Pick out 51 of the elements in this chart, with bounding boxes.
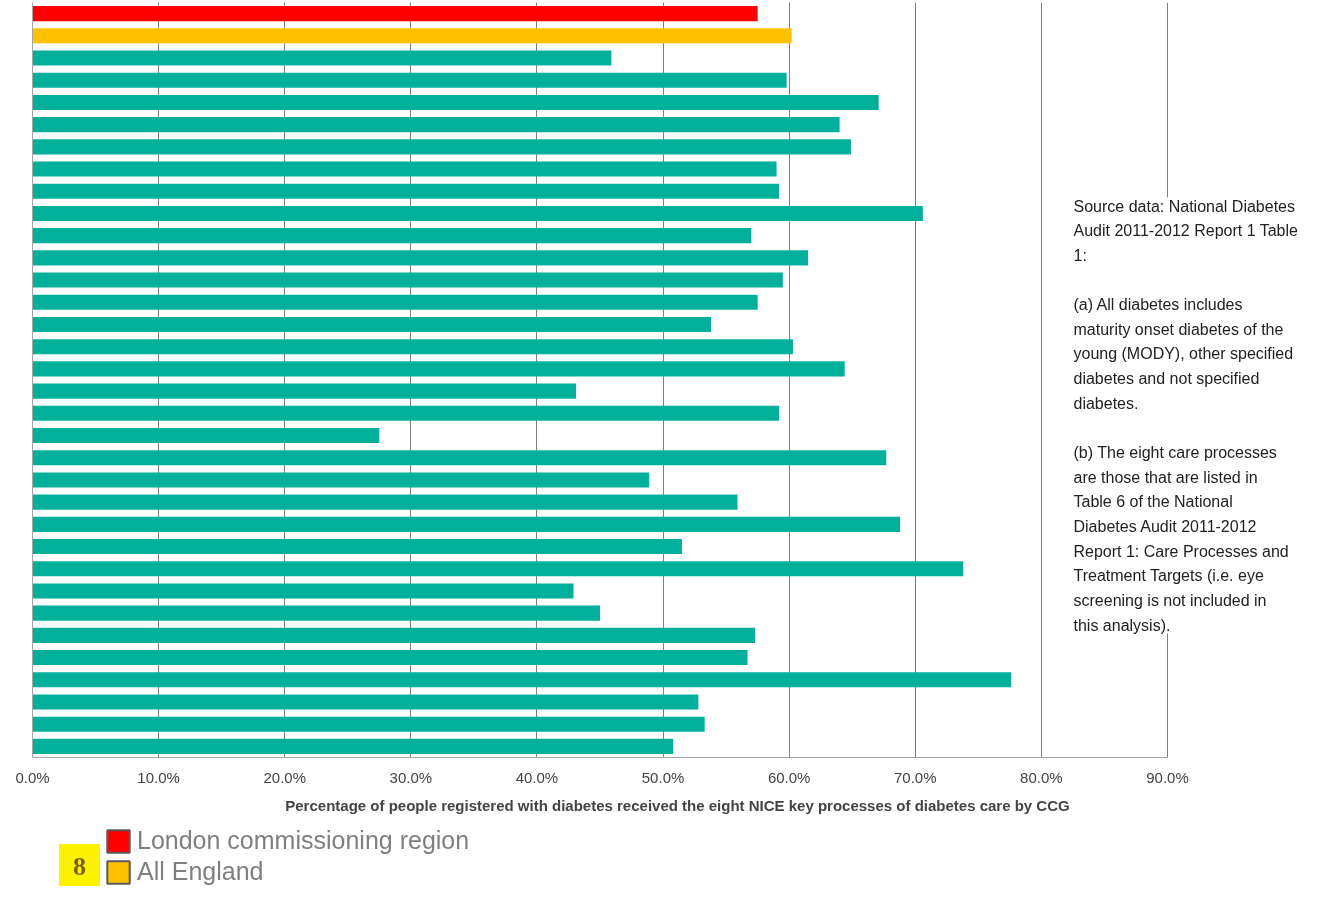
bar xyxy=(32,605,600,621)
bar xyxy=(32,50,612,66)
bar xyxy=(32,538,682,555)
bar xyxy=(32,583,574,599)
x-tick-label: 30.0% xyxy=(389,768,433,786)
x-axis-title: Percentage of people registered with diabetes received the eight NICE key processes of diabetes care by CCG xyxy=(285,796,1070,814)
legend-label: London commissioning region xyxy=(137,826,470,855)
x-tick-label: 80.0% xyxy=(1020,768,1063,786)
bar xyxy=(32,716,705,732)
bar xyxy=(32,405,780,421)
bar xyxy=(32,72,787,88)
x-tick-label: 50.0% xyxy=(641,768,685,786)
bar xyxy=(32,294,758,310)
bar xyxy=(32,205,923,222)
bar xyxy=(32,28,792,44)
bar xyxy=(32,516,901,532)
bar xyxy=(32,94,879,110)
bar xyxy=(32,472,650,488)
bar xyxy=(32,339,793,355)
annotation: (b) The eight care processes are those that are listed in Table 6 of the National Diabetes Audit 2011-2012 Report 1: Care Processes and Treatment Targets (i.e. eye screening is not included in this analysis). xyxy=(1073,444,1289,634)
bar xyxy=(32,694,699,710)
x-tick-label: 10.0% xyxy=(137,768,180,786)
bar xyxy=(32,627,756,643)
annotation: Source data: National Diabetes Audit 2011-2012 Report 1 Table 1: xyxy=(1073,197,1299,264)
bar xyxy=(32,738,674,754)
bar xyxy=(32,383,577,399)
x-tick-label: 0.0% xyxy=(15,768,50,786)
x-tick-label: 70.0% xyxy=(894,768,937,786)
x-tick-label: 20.0% xyxy=(263,768,306,786)
bar xyxy=(32,250,809,266)
bar xyxy=(32,272,783,288)
bar xyxy=(32,561,964,577)
bar xyxy=(32,316,711,333)
bar xyxy=(32,139,851,155)
bar xyxy=(32,361,845,377)
x-tick-label: 90.0% xyxy=(1146,768,1189,786)
bar xyxy=(32,161,777,177)
x-tick-label: 40.0% xyxy=(515,768,559,786)
bar xyxy=(32,650,748,666)
bar xyxy=(32,117,840,133)
bar xyxy=(32,228,752,244)
legend-label: All England xyxy=(137,857,264,886)
bar xyxy=(32,672,1012,688)
x-tick-label: 60.0% xyxy=(767,768,811,786)
bar xyxy=(32,427,380,444)
bar xyxy=(32,494,738,510)
text: 8 xyxy=(73,852,86,881)
bar xyxy=(32,6,758,22)
bar xyxy=(32,183,780,199)
annotation: (a) All diabetes includes maturity onset diabetes of the young (MODY), other specified diabetes and not specified diabetes. xyxy=(1073,296,1294,412)
bar xyxy=(32,450,887,466)
